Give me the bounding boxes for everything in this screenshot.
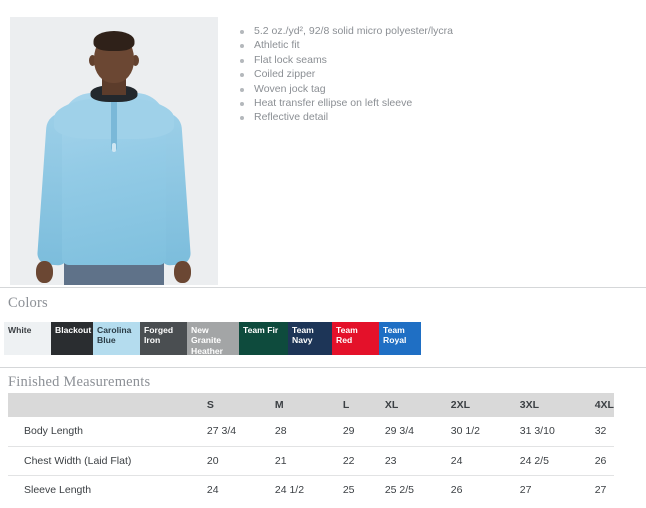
feature-item: 5.2 oz./yd², 92/8 solid micro polyester/… xyxy=(238,24,628,38)
feature-item: Athletic fit xyxy=(238,38,628,52)
feature-item: Reflective detail xyxy=(238,110,628,124)
measurement-value: 25 2/5 xyxy=(376,474,443,504)
table-row: Chest Width (Laid Flat) 20 21 22 23 24 24 2/5 2… xyxy=(8,445,614,475)
color-swatch[interactable]: Team Red xyxy=(332,322,379,355)
model-hair xyxy=(93,31,135,51)
table-column-header: 3XL xyxy=(511,393,587,417)
color-swatch[interactable]: Team Royal xyxy=(379,322,421,355)
measurement-value: 27 xyxy=(511,474,587,504)
feature-item: Heat transfer ellipse on left sleeve xyxy=(238,96,628,110)
table-row: Sleeve Length 24 24 1/2 25 25 2/5 26 27 27 xyxy=(8,474,614,504)
color-swatch[interactable]: Forged Iron xyxy=(140,322,187,355)
measurement-value: 24 2/5 xyxy=(511,445,587,475)
measurements-heading: Finished Measurements xyxy=(8,374,151,390)
measurement-label: Chest Width (Laid Flat) xyxy=(8,445,199,475)
measurement-value: 24 xyxy=(198,474,267,504)
finished-measurements-table: S M L XL 2XL 3XL 4XL Body Length 27 3/4 28 29 29 3… xyxy=(8,393,614,504)
measurement-value: 23 xyxy=(376,445,443,475)
model-right-ear xyxy=(132,55,139,66)
measurement-label: Body Length xyxy=(24,425,83,438)
table-column-header: 2XL xyxy=(442,393,512,417)
table-body: Body Length 27 3/4 28 29 29 3/4 30 1/2 31 3/10… xyxy=(8,417,614,504)
color-swatch[interactable]: Team Fir xyxy=(239,322,288,355)
feature-list: 5.2 oz./yd², 92/8 solid micro polyester/… xyxy=(238,24,628,125)
table-column-header: XL xyxy=(376,393,443,417)
measurement-value: 27 3/4 xyxy=(206,425,237,438)
measurement-value: 29 3/4 xyxy=(384,425,415,438)
table-column-header: S xyxy=(198,393,267,417)
zipper-pull-icon xyxy=(112,143,116,152)
measurement-value: 22 xyxy=(334,445,377,475)
section-divider-measurements xyxy=(0,367,646,368)
measurement-value: 21 xyxy=(266,445,335,475)
section-divider-colors xyxy=(0,287,646,288)
color-swatch[interactable]: Team Navy xyxy=(288,322,332,355)
feature-item: Flat lock seams xyxy=(238,53,628,67)
table-header-row: S M L XL 2XL 3XL 4XL xyxy=(8,393,614,417)
table-column-header xyxy=(8,393,199,417)
product-overview-section: 5.2 oz./yd², 92/8 solid micro polyester/… xyxy=(10,17,628,285)
measurement-value: 29 xyxy=(342,425,355,438)
table-row: Body Length 27 3/4 28 29 29 3/4 30 1/2 31 3/10… xyxy=(8,417,614,446)
measurement-value: 30 1/2 xyxy=(450,425,480,438)
product-photo[interactable] xyxy=(10,17,218,285)
color-swatch[interactable]: Carolina Blue xyxy=(93,322,140,355)
model-right-hand xyxy=(174,261,191,283)
color-swatch[interactable]: Blackout xyxy=(51,322,93,355)
color-swatch[interactable]: New Granite Heather xyxy=(187,322,239,355)
measurement-value: 24 xyxy=(442,445,512,475)
model-left-hand xyxy=(36,261,53,283)
measurement-value: 26 xyxy=(442,474,512,504)
measurement-value: 31 3/10 xyxy=(519,425,555,438)
table-column-header: M xyxy=(266,393,335,417)
measurement-value: 27 xyxy=(586,474,614,504)
measurement-value: 26 xyxy=(586,445,614,475)
model-left-ear xyxy=(89,55,96,66)
measurement-value: 24 1/2 xyxy=(266,474,335,504)
measurement-value: 25 xyxy=(334,474,377,504)
color-swatch-list: White Blackout Carolina Blue Forged Iron New… xyxy=(4,322,421,355)
measurement-label: Sleeve Length xyxy=(8,474,199,504)
color-swatch[interactable]: White xyxy=(4,322,51,355)
measurement-value: 28 xyxy=(274,425,287,438)
pullover-placket xyxy=(111,97,117,151)
feature-item: Woven jock tag xyxy=(238,82,628,96)
table-column-header: 4XL xyxy=(586,393,614,417)
feature-item: Coiled zipper xyxy=(238,67,628,81)
measurement-value: 20 xyxy=(198,445,267,475)
colors-heading: Colors xyxy=(8,295,48,311)
table-column-header: L xyxy=(334,393,377,417)
measurement-value: 32 xyxy=(594,425,607,438)
